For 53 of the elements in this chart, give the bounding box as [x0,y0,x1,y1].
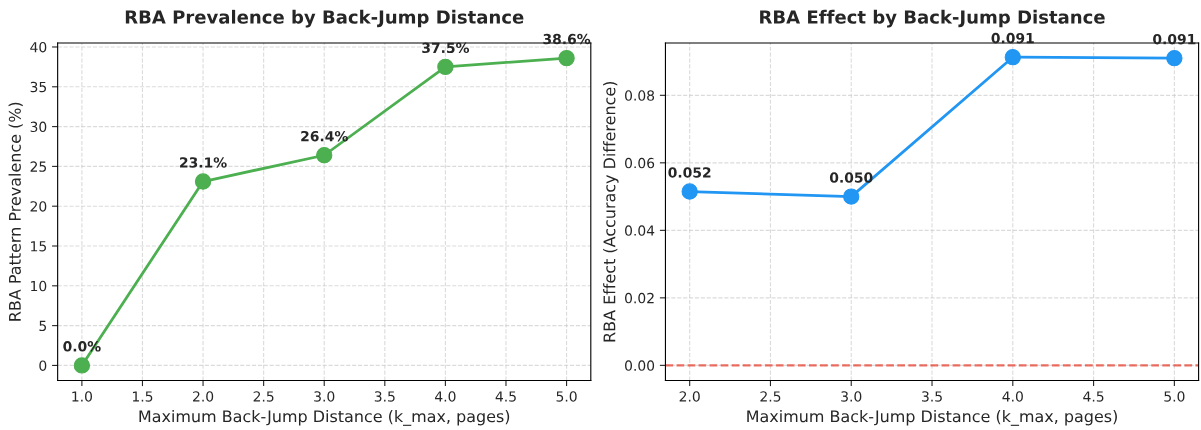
data-label: 0.091 [1153,33,1196,45]
data-label: 38.6% [543,33,591,45]
x-tick-label: 3.0 [841,391,862,402]
x-tick-label: 1.0 [72,391,92,402]
y-tick-label: 0.08 [625,90,655,101]
chart-title: RBA Effect by Back-Jump Distance [760,9,1105,28]
x-tick-label: 4.5 [495,391,516,402]
data-label: 23.1% [180,157,227,168]
x-tick-label: 5.0 [1164,391,1185,402]
point [843,188,860,205]
y-tick-label: 20 [30,201,47,212]
x-tick-label: 1.5 [132,391,153,402]
y-tick-label: 10 [31,280,47,292]
data-label: 0.052 [668,167,711,178]
point [194,173,212,190]
x-tick-label: 2.5 [253,391,274,402]
x-tick-label: 2.5 [760,391,781,402]
y-tick-label: 35 [30,81,47,93]
x-tick-label: 5.0 [556,391,577,402]
point [437,58,454,76]
y-axis-title: RBA Effect (Accuracy Difference) [603,81,619,342]
x-tick-label: 4.0 [435,391,456,402]
y-tick-label: 0.00 [625,360,655,371]
y-tick-label: 30 [30,121,47,133]
point [1166,50,1183,67]
y-tick-label: 5 [39,320,47,332]
x-tick-label: 3.5 [922,391,942,402]
y-axis-title: RBA Pattern Prevalence (%) [8,102,23,321]
y-tick-label: 0.02 [625,292,654,304]
chart-title: RBA Prevalence by Back-Jump Distance [125,9,524,28]
data-label: 26.4% [301,130,348,142]
point [1004,49,1021,66]
data-label: 0.050 [829,172,873,183]
point [73,357,91,374]
y-tick-label: 0.06 [625,157,655,169]
x-tick-label: 2.0 [679,391,700,402]
y-tick-label: 0.04 [625,225,655,236]
y-tick-label: 0 [39,360,47,371]
x-tick-label: 4.0 [1002,391,1023,402]
x-tick-label: 3.5 [374,391,395,402]
point [316,147,333,164]
y-tick-label: 40 [30,41,47,53]
x-axis-title: Maximum Back-Jump Distance (k_max, pages) [747,409,1117,426]
y-tick-label: 25 [30,161,47,172]
x-tick-label: 4.5 [1083,391,1104,402]
x-axis-title: Maximum Back-Jump Distance (k_max, pages) [139,409,510,426]
data-label: 0.091 [991,32,1034,44]
data-label: 37.5% [422,42,470,54]
point [558,49,575,67]
x-tick-label: 2.0 [193,391,214,402]
point [681,183,698,200]
x-tick-label: 3.0 [314,391,335,402]
y-tick-label: 15 [31,241,47,252]
